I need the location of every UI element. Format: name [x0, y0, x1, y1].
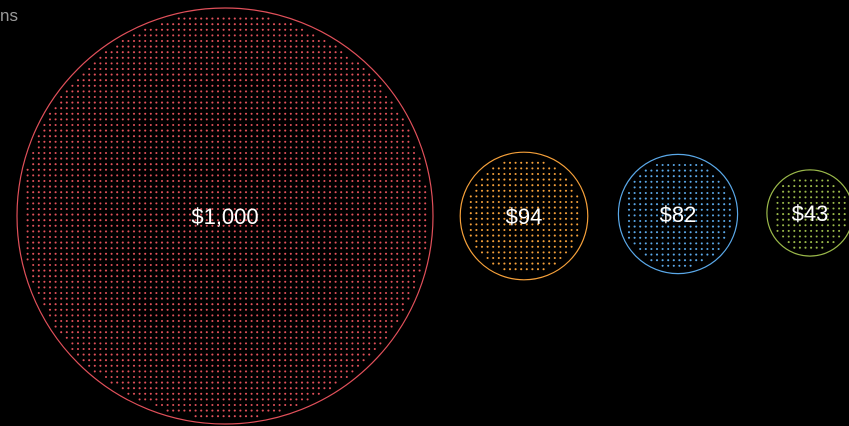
bubble-value-label-2: $82 [660, 202, 697, 227]
bubble-dots-3 [776, 179, 846, 249]
bubble-outline-3 [766, 169, 849, 257]
bubble-dots-0 [26, 17, 427, 418]
bubble-dots-2 [627, 163, 731, 267]
bubble-1: $94 [459, 151, 589, 281]
bubble-value-label-3: $43 [792, 201, 829, 226]
header-fragment: ns [0, 6, 18, 25]
bubble-value-label-0: $1,000 [191, 204, 258, 229]
bubble-dots-1 [469, 161, 579, 271]
bubble-outline-1 [459, 151, 589, 281]
bubble-3: $43 [766, 169, 849, 257]
bubble-outline-0 [16, 7, 434, 425]
bubble-value-label-1: $94 [506, 204, 543, 229]
bubble-0: $1,000 [16, 7, 434, 425]
bubble-outline-2 [617, 153, 739, 275]
bubble-2: $82 [617, 153, 739, 275]
